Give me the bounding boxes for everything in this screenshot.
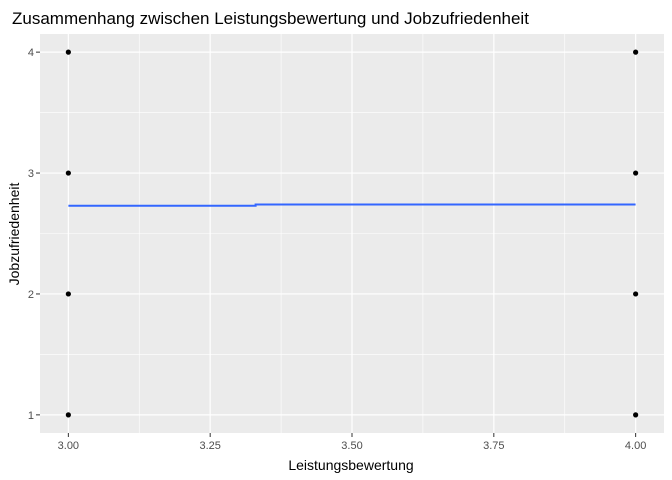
y-tick-label: 3 — [28, 168, 34, 180]
trend-line-group — [68, 203, 636, 207]
x-axis-title: Leistungsbewertung — [288, 457, 413, 473]
y-tick-label: 1 — [28, 410, 34, 422]
chart-title: Zusammenhang zwischen Leistungsbewertung… — [12, 9, 529, 28]
x-axis: 3.00 3.25 3.50 3.75 4.00 — [58, 433, 646, 452]
x-tick-label: 3.00 — [58, 440, 79, 452]
data-point — [633, 170, 639, 176]
x-tick-label: 3.50 — [341, 440, 362, 452]
y-axis-title: Jobzufriedenheit — [6, 183, 22, 286]
data-point — [633, 291, 639, 297]
x-tick-label: 3.25 — [199, 440, 220, 452]
y-tick-label: 4 — [28, 47, 34, 59]
data-points — [65, 49, 639, 418]
trend-line — [68, 203, 636, 207]
data-point — [65, 291, 71, 297]
major-gridlines — [40, 34, 664, 433]
y-axis: 1 2 3 4 — [28, 47, 40, 422]
data-point — [633, 49, 639, 55]
data-point — [633, 412, 639, 418]
data-point — [65, 412, 71, 418]
x-tick-label: 4.00 — [625, 440, 646, 452]
data-point — [65, 49, 71, 55]
y-tick-label: 2 — [28, 289, 34, 301]
data-point — [65, 170, 71, 176]
x-tick-label: 3.75 — [483, 440, 504, 452]
